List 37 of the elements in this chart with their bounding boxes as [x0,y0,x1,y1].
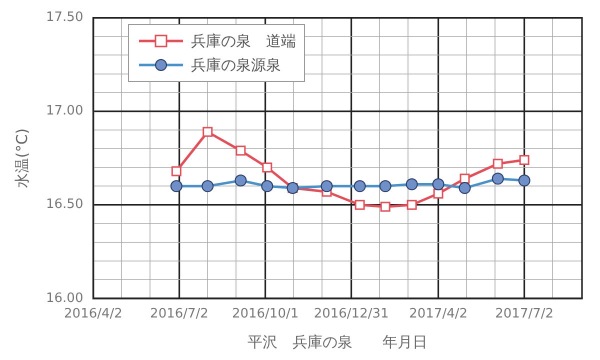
point [354,180,366,192]
point [492,158,503,169]
x-tick-label: 2016/7/2 [150,306,208,322]
point [202,180,214,192]
point [170,180,182,192]
y-tick-label: 17.50 [46,10,84,26]
legend-label: 兵庫の泉 道端 [191,32,296,50]
y-tick-label: 16.50 [46,197,84,212]
point [406,200,417,210]
point [518,174,530,187]
point [202,126,213,137]
y-axis-title: 水温(°C) [12,128,31,188]
point [433,188,444,199]
point [519,154,530,165]
x-tick-label: 2016/10/1 [232,306,299,322]
point [460,174,470,184]
point [320,180,333,192]
point [432,178,444,190]
legend-label: 兵庫の泉源泉 [191,56,281,74]
point [492,172,504,185]
y-tick-label: 17.00 [46,104,84,119]
x-axis-title: 平沢 兵庫の泉 年月日 [248,332,428,351]
x-tick-label: 2017/7/2 [495,306,554,322]
x-tick-label: 2017/4/2 [409,306,468,322]
point [236,146,246,156]
point [406,178,418,190]
point [261,180,274,192]
point [380,202,390,212]
y-tick-label: 16.00 [46,290,84,306]
point [354,200,365,210]
x-tick-label: 2016/4/2 [64,306,122,322]
point [458,182,471,194]
point [171,166,182,176]
point [234,174,247,187]
point [262,162,272,172]
point [379,180,392,192]
x-tick-label: 2016/12/31 [314,306,389,322]
